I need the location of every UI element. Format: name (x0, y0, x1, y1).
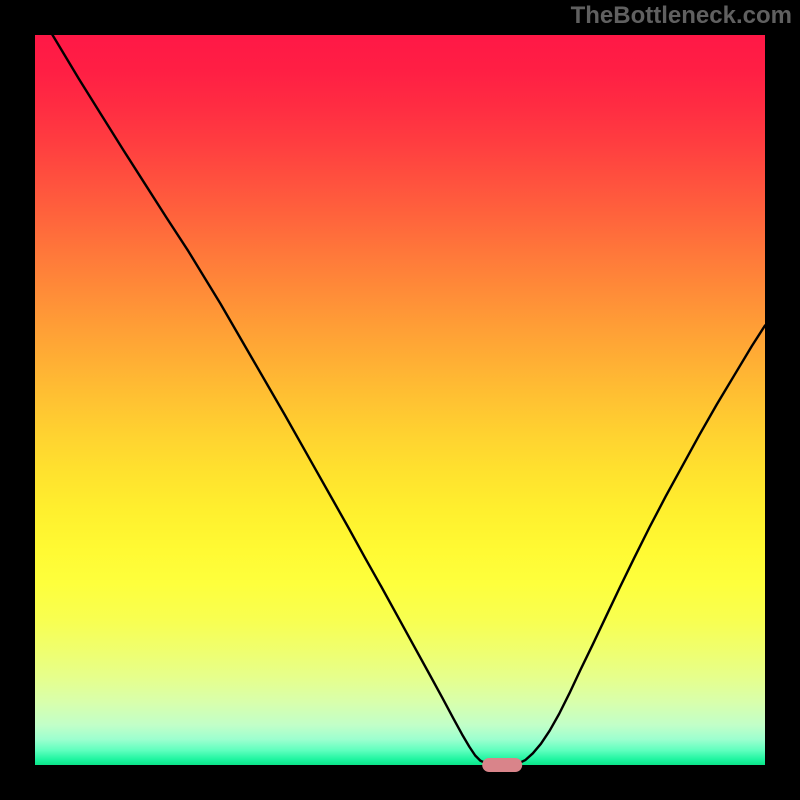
optimal-marker (482, 758, 522, 772)
watermark-text: TheBottleneck.com (571, 2, 792, 30)
chart-container: TheBottleneck.com (0, 0, 800, 800)
chart-background (35, 35, 765, 765)
bottleneck-chart (0, 0, 800, 800)
